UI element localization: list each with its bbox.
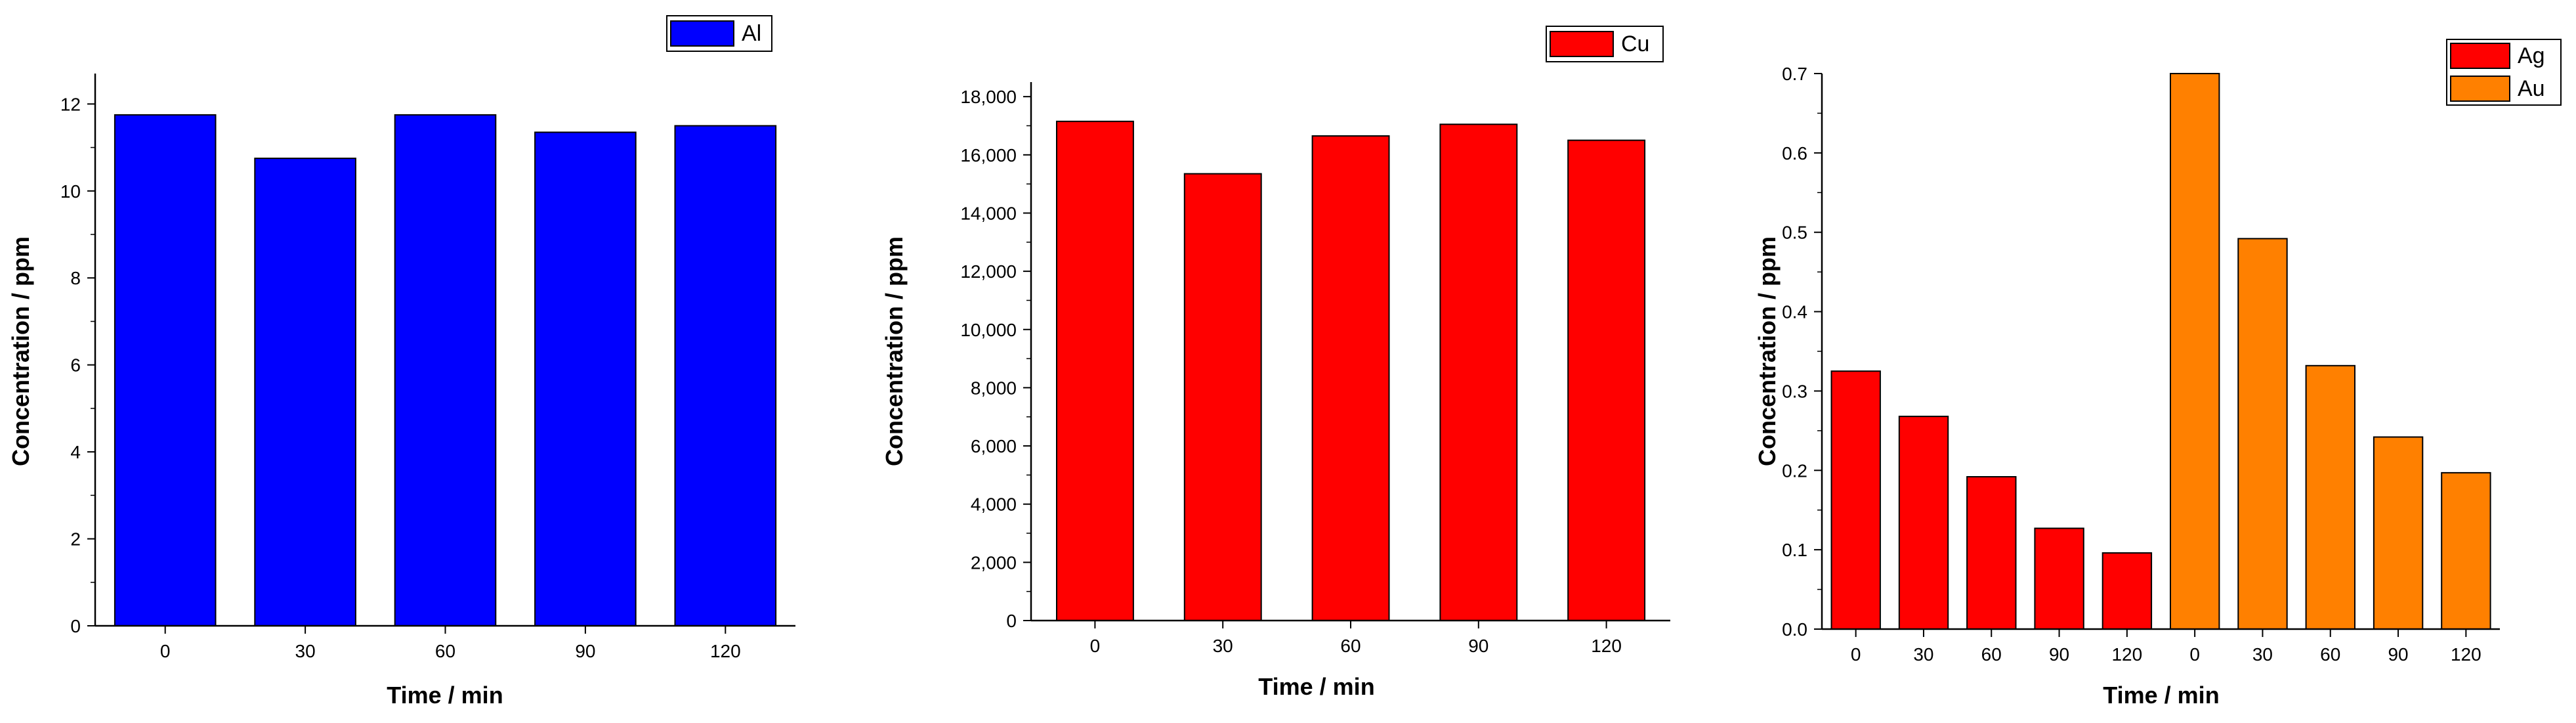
bar-al-3 — [534, 131, 637, 626]
x-axis-label: Time / min — [1258, 673, 1374, 700]
y-tick-label: 2 — [70, 529, 81, 550]
y-tick-label: 0.1 — [1782, 540, 1807, 560]
y-tick-label: 10,000 — [960, 320, 1017, 340]
x-tick-label: 90 — [575, 641, 595, 661]
chart-panel-ag-au: 0.0 0.1 0.2 0.3 0.4 0.5 0.6 0.7 0 30 60 90 120 0 30 60… — [1754, 39, 2562, 709]
y-tick-label: 18,000 — [960, 87, 1017, 107]
bar-ag-1 — [1898, 416, 1949, 630]
bar-group — [114, 114, 777, 627]
y-tick-label: 12 — [60, 94, 81, 114]
y-axis-label: Concentration / ppm — [7, 236, 34, 466]
legend-label-al: Al — [742, 21, 761, 46]
bar-cu-1 — [1183, 173, 1262, 622]
y-tick-label: 6 — [70, 355, 81, 376]
bar-al-0 — [114, 114, 217, 626]
x-ticks: 0 30 60 90 120 — [160, 626, 741, 661]
legend-swatch-au — [2450, 76, 2510, 102]
x-tick-label: 90 — [2388, 644, 2408, 665]
legend-swatch-cu — [1550, 31, 1614, 57]
bar-au-3 — [2373, 436, 2424, 630]
x-tick-label: 0 — [1851, 644, 1861, 665]
y-tick-label: 0 — [1006, 611, 1017, 631]
x-tick-label: 90 — [2049, 644, 2069, 665]
legend-swatch-ag — [2450, 43, 2510, 69]
y-ticks: 0 2,000 4,000 6,000 8,000 10,000 12,000 14,000 1… — [960, 87, 1031, 631]
x-tick-label: 0 — [2189, 644, 2200, 665]
bar-group — [1056, 120, 1646, 622]
y-tick-label: 0.4 — [1782, 302, 1807, 322]
y-tick-label: 4 — [70, 442, 81, 462]
bar-ag-4 — [2101, 552, 2153, 630]
bar-group — [1830, 73, 2491, 630]
bar-au-0 — [2170, 73, 2220, 630]
legend: Ag Au — [2446, 39, 2562, 106]
bar-au-4 — [2441, 471, 2491, 630]
bar-cu-2 — [1311, 135, 1390, 621]
legend-label-au: Au — [2518, 76, 2545, 101]
y-tick-label: 8 — [70, 268, 81, 288]
x-tick-label: 30 — [295, 641, 316, 661]
y-axis-label: Concentration / ppm — [881, 236, 908, 466]
y-tick-label: 0.3 — [1782, 381, 1807, 401]
y-axis-label: Concentration / ppm — [1754, 236, 1781, 466]
bar-al-4 — [674, 125, 777, 626]
legend-label-cu: Cu — [1621, 32, 1649, 56]
legend-label-ag: Ag — [2518, 43, 2545, 68]
y-tick-label: 6,000 — [971, 436, 1017, 456]
y-tick-label: 0.5 — [1782, 223, 1807, 243]
x-axis-label: Time / min — [2103, 682, 2219, 709]
x-tick-label: 120 — [2451, 644, 2481, 665]
x-tick-label: 120 — [710, 641, 741, 661]
x-tick-label: 90 — [1468, 636, 1489, 656]
y-tick-label: 0.2 — [1782, 460, 1807, 481]
x-axis-label: Time / min — [387, 682, 503, 709]
x-tick-label: 0 — [1090, 636, 1101, 656]
y-tick-label: 4,000 — [971, 494, 1017, 515]
bar-ag-3 — [2034, 527, 2084, 630]
y-tick-label: 12,000 — [960, 261, 1017, 282]
x-ticks: 0 30 60 90 120 — [1090, 621, 1622, 656]
x-tick-label: 30 — [1213, 636, 1233, 656]
x-tick-label: 120 — [1591, 636, 1622, 656]
bar-al-1 — [254, 158, 356, 627]
x-tick-label: 0 — [160, 641, 171, 661]
x-tick-label: 30 — [2252, 644, 2273, 665]
chart-panel-cu: 0 2,000 4,000 6,000 8,000 10,000 12,000 14,000 1… — [881, 26, 1670, 700]
bar-au-2 — [2305, 364, 2356, 630]
legend-swatch-al — [670, 20, 734, 47]
bar-ag-2 — [1966, 476, 2017, 630]
chart-panel-al: 0 2 4 6 8 10 12 0 30 60 90 120 Time / min Concentr… — [7, 15, 795, 709]
bar-cu-3 — [1439, 123, 1518, 622]
x-ticks: 0 30 60 90 120 0 30 60 90 120 — [1851, 629, 2481, 665]
y-tick-label: 0 — [70, 616, 81, 636]
x-tick-label: 60 — [1340, 636, 1361, 656]
y-ticks: 0.0 0.1 0.2 0.3 0.4 0.5 0.6 0.7 — [1782, 64, 1822, 640]
bar-ag-0 — [1830, 370, 1881, 630]
x-tick-label: 30 — [1913, 644, 1933, 665]
y-tick-label: 10 — [60, 181, 81, 202]
y-tick-label: 16,000 — [960, 145, 1017, 165]
y-tick-label: 0.0 — [1782, 619, 1807, 640]
x-tick-label: 60 — [2320, 644, 2340, 665]
x-tick-label: 60 — [435, 641, 455, 661]
y-tick-label: 2,000 — [971, 552, 1017, 573]
legend: Cu — [1546, 26, 1664, 62]
x-tick-label: 120 — [2111, 644, 2142, 665]
y-ticks: 0 2 4 6 8 10 12 — [60, 94, 95, 636]
y-tick-label: 0.6 — [1782, 143, 1807, 164]
legend: Al — [666, 15, 772, 52]
y-tick-label: 8,000 — [971, 378, 1017, 398]
y-tick-label: 0.7 — [1782, 64, 1807, 84]
bar-cu-4 — [1567, 139, 1646, 622]
y-tick-label: 14,000 — [960, 203, 1017, 223]
bar-cu-0 — [1056, 120, 1134, 622]
bar-al-2 — [394, 114, 497, 626]
bar-au-1 — [2237, 238, 2288, 630]
x-tick-label: 60 — [1981, 644, 2002, 665]
